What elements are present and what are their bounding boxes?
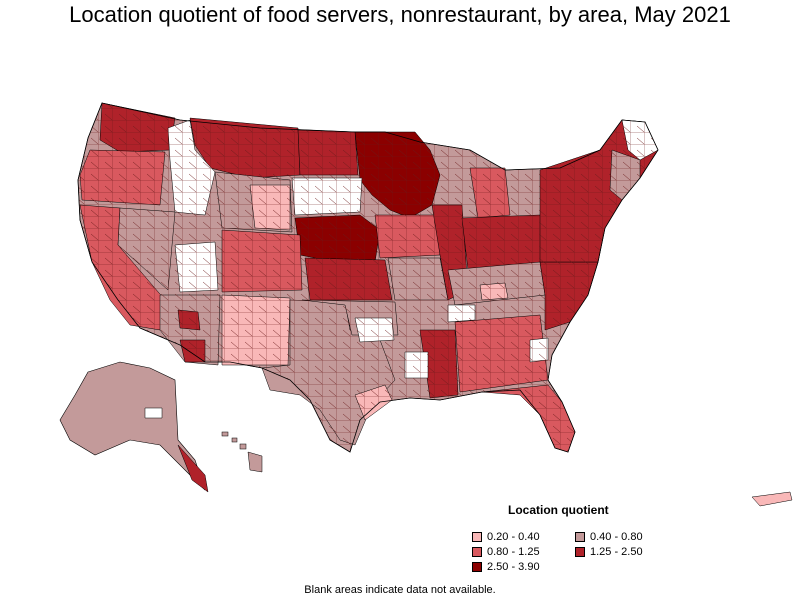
- legend-item-1-25-2-50: 1.25 - 2.50: [575, 546, 643, 558]
- legend-item-0-80-1-25: 0.80 - 1.25: [472, 546, 540, 558]
- legend-swatch: [472, 532, 482, 542]
- legend-swatch: [472, 562, 482, 572]
- legend-swatch: [472, 547, 482, 557]
- legend-title: Location quotient: [508, 503, 609, 517]
- legend-item-0-40-0-80: 0.40 - 0.80: [575, 531, 643, 543]
- region-alaska-blank: [144, 407, 163, 419]
- legend-label: 2.50 - 3.90: [487, 561, 540, 573]
- legend-label: 1.25 - 2.50: [590, 546, 643, 558]
- legend-swatch: [575, 532, 585, 542]
- legend-item-2-50-3-90: 2.50 - 3.90: [472, 561, 540, 573]
- county-borders: [77, 102, 659, 453]
- legend-label: 0.40 - 0.80: [590, 531, 643, 543]
- legend-swatch: [575, 547, 585, 557]
- region-hawaii: [221, 431, 263, 473]
- region-puerto-rico: [751, 491, 793, 507]
- region-alaska-southeast: [177, 444, 209, 493]
- footnote: Blank areas indicate data not available.: [304, 584, 496, 596]
- map-title: Location quotient of food servers, nonre…: [69, 2, 731, 27]
- legend-label: 0.20 - 0.40: [487, 531, 540, 543]
- legend-item-0-20-0-40: 0.20 - 0.40: [472, 531, 540, 543]
- region-alaska: [59, 361, 206, 491]
- legend-label: 0.80 - 1.25: [487, 546, 540, 558]
